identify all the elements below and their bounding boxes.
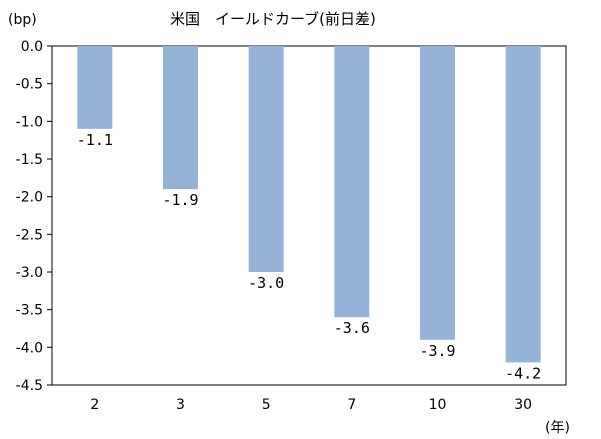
bar (248, 46, 284, 272)
y-tick-label: -4.0 (16, 340, 43, 356)
plot-frame (51, 45, 567, 386)
data-label: -3.0 (248, 274, 284, 292)
data-label: -1.1 (77, 131, 113, 149)
x-tick-label: 3 (176, 397, 185, 413)
bar (77, 46, 113, 129)
bar (420, 46, 455, 340)
bar (334, 46, 370, 318)
bar (163, 46, 198, 190)
plot-area: 0.0 -0.5 -1.0 -1.5 -2.0 -2.5 -3.0 -3.5 -4.0 -4.5 -… (16, 39, 567, 413)
x-tick-label: 5 (262, 397, 271, 413)
y-tick-label: -4.5 (16, 378, 43, 394)
y-tick-label: -1.5 (16, 152, 43, 168)
y-tick-label: -1.0 (16, 114, 43, 130)
x-tick-label: 30 (514, 397, 532, 413)
y-tick-label: -3.0 (16, 265, 43, 281)
x-tick-label: 2 (90, 397, 99, 413)
data-label: -1.9 (162, 191, 198, 209)
y-tick-label: -2.0 (16, 190, 43, 206)
data-label: -4.2 (505, 364, 541, 382)
data-label: -3.9 (419, 342, 455, 360)
bar (505, 46, 541, 363)
x-tick-label: 7 (347, 397, 356, 413)
y-tick-label: -0.5 (16, 77, 43, 93)
x-axis-unit-label: (年) (545, 420, 570, 436)
data-label: -3.6 (334, 319, 370, 337)
y-tick-label: 0.0 (21, 39, 43, 55)
chart-title: 米国 イールドカーブ(前日差) (170, 10, 376, 28)
y-axis-unit-label: (bp) (8, 12, 37, 28)
y-tick-label: -2.5 (16, 227, 43, 243)
x-tick-label: 10 (429, 397, 447, 413)
y-tick-label: -3.5 (16, 303, 43, 319)
